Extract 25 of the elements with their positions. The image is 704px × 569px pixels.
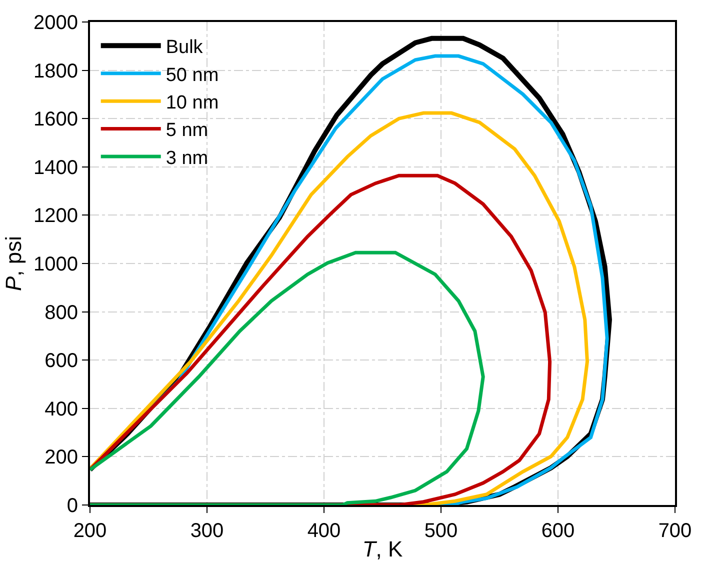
y-tick-label: 1000	[34, 254, 78, 276]
x-tick-label: 500	[424, 520, 458, 542]
legend-label: 3 nm	[166, 148, 208, 169]
legend-label: Bulk	[166, 37, 204, 58]
y-tick-label: 2000	[34, 12, 78, 34]
legend-label: 5 nm	[166, 120, 208, 142]
y-tick-label: 800	[44, 302, 78, 324]
y-tick-label: 0	[66, 495, 78, 517]
y-tick-label: 1600	[34, 108, 78, 131]
line-series	[90, 250, 485, 505]
y-tick-label: 600	[44, 350, 78, 372]
y-tick-label: 1200	[34, 205, 78, 228]
y-tick-label: 400	[44, 398, 78, 420]
x-tick-label: 700	[658, 520, 692, 542]
x-tick-label: 600	[541, 520, 575, 542]
y-tick-label: 1400	[34, 156, 78, 179]
x-axis-title: T, K	[362, 536, 403, 562]
x-tick-label: 400	[307, 520, 341, 542]
x-tick-label: 300	[190, 520, 224, 542]
y-tick-label: 1800	[34, 60, 78, 82]
legend-label: 50 nm	[166, 64, 219, 86]
legend-label: 10 nm	[166, 92, 219, 114]
y-axis-title: P, psi	[0, 236, 26, 292]
x-tick-label: 200	[73, 520, 107, 542]
y-tick-label: 200	[44, 446, 78, 469]
